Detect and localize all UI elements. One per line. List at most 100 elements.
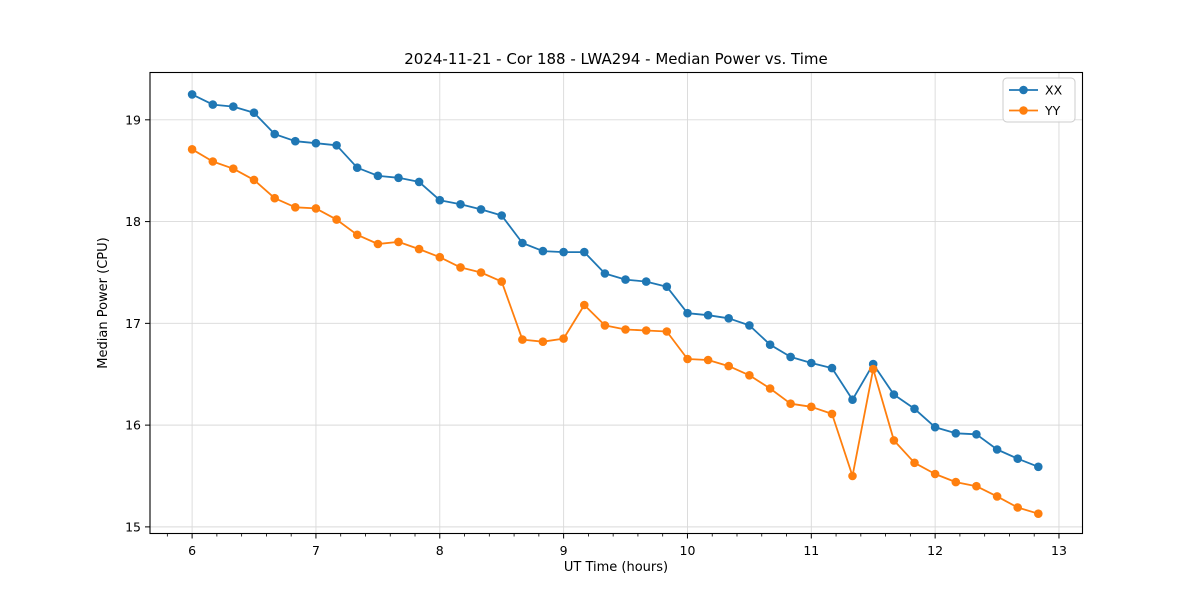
- data-point: [621, 325, 630, 334]
- data-point: [414, 177, 424, 187]
- legend-label: YY: [1044, 103, 1061, 118]
- x-tick-label: 7: [312, 543, 320, 558]
- data-point: [683, 308, 692, 318]
- x-tick-label: 8: [436, 543, 444, 558]
- data-point: [332, 141, 341, 150]
- data-point: [910, 404, 919, 414]
- data-point: [249, 175, 259, 185]
- y-tick-label: 18: [125, 214, 141, 229]
- data-point: [208, 157, 218, 166]
- legend: XX YY: [1002, 77, 1076, 123]
- data-point: [972, 430, 981, 439]
- series-line-YY: [191, 148, 1039, 515]
- data-point: [621, 275, 630, 284]
- data-point: [435, 195, 445, 205]
- data-point: [786, 352, 795, 362]
- data-point: [187, 90, 197, 99]
- data-point: [373, 239, 383, 249]
- data-point: [683, 354, 692, 364]
- data-point: [848, 395, 857, 405]
- data-point: [868, 364, 878, 374]
- data-point: [518, 238, 527, 248]
- data-point: [951, 429, 961, 438]
- data-point: [435, 252, 445, 262]
- data-point: [827, 409, 837, 419]
- legend-marker: [1019, 106, 1028, 115]
- data-point: [724, 314, 733, 323]
- data-point: [1013, 503, 1022, 512]
- series-YY: [187, 145, 1043, 518]
- x-tick-label: 13: [1051, 543, 1067, 558]
- legend-label: XX: [1045, 83, 1063, 98]
- data-point: [745, 371, 754, 380]
- data-point: [291, 136, 300, 146]
- data-point: [208, 100, 218, 109]
- data-point: [249, 108, 259, 117]
- data-point: [476, 205, 486, 214]
- x-tick-label: 9: [560, 543, 568, 558]
- data-point: [311, 204, 321, 213]
- data-point: [518, 335, 527, 344]
- series-layer: [187, 90, 1043, 518]
- x-tick-label: 12: [927, 543, 943, 558]
- data-point: [889, 390, 899, 399]
- data-point: [745, 321, 754, 330]
- x-tick-label: 11: [803, 543, 819, 558]
- data-point: [600, 321, 610, 330]
- data-point: [951, 477, 961, 487]
- legend-marker: [1019, 85, 1028, 95]
- data-point: [827, 363, 837, 373]
- data-point: [848, 471, 857, 481]
- data-point: [889, 436, 899, 445]
- data-point: [538, 337, 548, 347]
- data-point: [1013, 454, 1022, 464]
- data-point: [724, 361, 733, 371]
- data-point: [394, 237, 403, 247]
- data-point: [414, 244, 424, 254]
- chart-title: 2024-11-21 - Cor 188 - LWA294 - Median P…: [404, 50, 828, 68]
- y-tick-label: 16: [125, 418, 141, 433]
- legend-entry-XX: XX: [1009, 83, 1063, 98]
- data-point: [559, 247, 568, 257]
- data-point: [703, 310, 713, 320]
- x-tick-label: 10: [680, 543, 696, 558]
- axes-layer: 6 7 8 9 10 11 12 13 15 16 17 18 19: [125, 71, 1084, 558]
- data-point: [786, 399, 795, 409]
- data-point: [992, 492, 1002, 501]
- x-axis-label: UT Time (hours): [564, 560, 668, 575]
- data-point: [765, 340, 775, 350]
- data-point: [229, 164, 238, 173]
- data-point: [476, 268, 486, 277]
- data-point: [291, 203, 300, 212]
- series-XX: [187, 90, 1043, 472]
- data-point: [559, 334, 568, 343]
- legend-entry-YY: YY: [1009, 103, 1061, 118]
- data-point: [456, 200, 465, 209]
- data-point: [641, 277, 651, 286]
- data-point: [497, 211, 507, 220]
- data-point: [662, 282, 672, 292]
- data-point: [765, 384, 775, 393]
- data-point: [456, 263, 465, 272]
- legend-box: [1002, 77, 1076, 123]
- data-point: [910, 458, 919, 468]
- data-point: [1034, 462, 1043, 472]
- grid-layer: [150, 72, 1083, 534]
- data-point: [662, 327, 672, 336]
- data-point: [703, 355, 713, 365]
- data-point: [352, 230, 362, 240]
- data-point: [373, 171, 383, 181]
- plot-border: [149, 71, 1084, 535]
- data-point: [641, 326, 651, 335]
- data-point: [270, 193, 280, 203]
- data-point: [807, 358, 816, 368]
- data-point: [270, 129, 280, 139]
- data-point: [332, 215, 341, 224]
- data-point: [538, 246, 548, 256]
- data-point: [311, 138, 321, 148]
- data-point: [352, 163, 362, 172]
- data-point: [229, 102, 238, 111]
- data-point: [930, 469, 940, 479]
